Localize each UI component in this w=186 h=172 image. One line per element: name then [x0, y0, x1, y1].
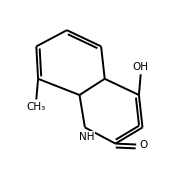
Text: NH: NH — [79, 132, 94, 142]
Text: CH₃: CH₃ — [27, 102, 46, 112]
Text: O: O — [140, 139, 148, 149]
Text: OH: OH — [133, 62, 149, 72]
